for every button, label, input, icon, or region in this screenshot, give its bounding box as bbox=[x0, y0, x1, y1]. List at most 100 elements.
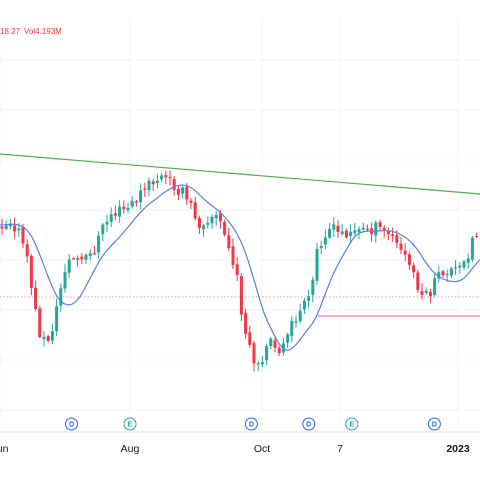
candle-body bbox=[269, 338, 273, 347]
candle-body bbox=[239, 276, 243, 315]
candle-body bbox=[252, 343, 256, 364]
candle-body bbox=[420, 291, 424, 295]
candle-body bbox=[193, 202, 197, 219]
candle-body bbox=[126, 208, 130, 211]
candle-body bbox=[365, 228, 369, 230]
candle-body bbox=[428, 292, 432, 297]
candle-body bbox=[424, 290, 428, 293]
candle-body bbox=[38, 308, 42, 338]
candle-body bbox=[273, 340, 277, 348]
candle-body bbox=[160, 175, 164, 180]
candle-body bbox=[105, 221, 109, 225]
candle-body bbox=[336, 225, 340, 233]
candle-body bbox=[42, 336, 46, 339]
close-value: 18.27 bbox=[0, 27, 21, 36]
candle-body bbox=[277, 347, 281, 354]
candle-body bbox=[416, 272, 420, 290]
event-letter: D bbox=[69, 422, 74, 429]
dividend-marker[interactable]: D bbox=[302, 417, 316, 431]
candle-body bbox=[181, 187, 185, 194]
x-tick-label: 2023 bbox=[446, 443, 470, 455]
event-letter: E bbox=[349, 422, 354, 429]
earnings-marker[interactable]: E bbox=[345, 417, 359, 431]
candle-body bbox=[164, 175, 168, 178]
candle-body bbox=[214, 214, 218, 219]
event-circle bbox=[427, 417, 441, 431]
candle-body bbox=[349, 231, 353, 236]
candle-body bbox=[88, 253, 92, 256]
candle-body bbox=[50, 331, 54, 341]
earnings-marker[interactable]: E bbox=[123, 417, 137, 431]
candle-body bbox=[202, 225, 206, 230]
dividend-marker[interactable]: D bbox=[244, 417, 258, 431]
candle-body bbox=[361, 227, 365, 230]
volume-label: Vol bbox=[24, 27, 36, 36]
candle-body bbox=[185, 186, 189, 200]
candle-body bbox=[8, 224, 12, 227]
candle-body bbox=[97, 235, 101, 253]
x-tick-label: Aug bbox=[121, 443, 140, 455]
candle-body bbox=[151, 181, 155, 185]
candle-body bbox=[55, 306, 59, 332]
candle-body bbox=[475, 236, 479, 238]
x-tick-label: Jun bbox=[0, 443, 9, 455]
candle-body bbox=[382, 227, 386, 231]
volume-value: 4.193M bbox=[35, 27, 62, 36]
candle-body bbox=[206, 222, 210, 225]
candle-body bbox=[454, 267, 458, 269]
candle-body bbox=[122, 206, 126, 210]
candle-body bbox=[71, 258, 75, 260]
candle-body bbox=[256, 363, 260, 365]
event-letter: E bbox=[128, 422, 133, 429]
candle-body bbox=[168, 176, 172, 179]
candle-body bbox=[403, 250, 407, 255]
candle-body bbox=[433, 278, 437, 295]
candle-body bbox=[441, 271, 445, 276]
candle-body bbox=[4, 225, 8, 229]
candle-body bbox=[25, 244, 29, 257]
candle-body bbox=[328, 228, 332, 238]
candle-body bbox=[155, 180, 159, 184]
candles bbox=[0, 170, 479, 372]
trendline[interactable] bbox=[0, 153, 480, 195]
candle-body bbox=[197, 217, 201, 229]
candle-body bbox=[113, 213, 117, 216]
candle-body bbox=[101, 224, 105, 235]
candle-body bbox=[176, 188, 180, 195]
candle-body bbox=[319, 245, 323, 249]
candle-body bbox=[80, 256, 84, 260]
candle-body bbox=[265, 346, 269, 361]
dividend-marker[interactable]: D bbox=[65, 417, 78, 431]
candle-body bbox=[210, 216, 214, 224]
candle-body bbox=[470, 237, 474, 260]
dividend-marker[interactable]: D bbox=[427, 417, 441, 431]
event-circle bbox=[345, 417, 359, 431]
candle-body bbox=[130, 200, 134, 207]
candle-body bbox=[386, 231, 390, 235]
candle-body bbox=[344, 230, 348, 238]
candle-body bbox=[248, 332, 252, 345]
candle-body bbox=[353, 230, 357, 234]
candle-body bbox=[13, 225, 17, 232]
candle-body bbox=[374, 222, 378, 236]
candle-body bbox=[29, 256, 33, 288]
candle-body bbox=[109, 214, 113, 222]
candle-body bbox=[147, 180, 151, 191]
candle-body bbox=[378, 222, 382, 227]
candle-body bbox=[218, 213, 222, 222]
candle-body bbox=[391, 234, 395, 236]
candle-body bbox=[189, 200, 193, 203]
candle-body bbox=[76, 258, 80, 260]
event-letter: D bbox=[249, 422, 254, 429]
event-circle bbox=[244, 417, 258, 431]
candle-body bbox=[134, 201, 138, 203]
candle-body bbox=[92, 253, 96, 255]
candle-body bbox=[311, 279, 315, 295]
candle-body bbox=[315, 248, 319, 281]
candle-body bbox=[357, 229, 361, 233]
candle-body bbox=[466, 258, 470, 263]
event-circle bbox=[123, 417, 137, 431]
